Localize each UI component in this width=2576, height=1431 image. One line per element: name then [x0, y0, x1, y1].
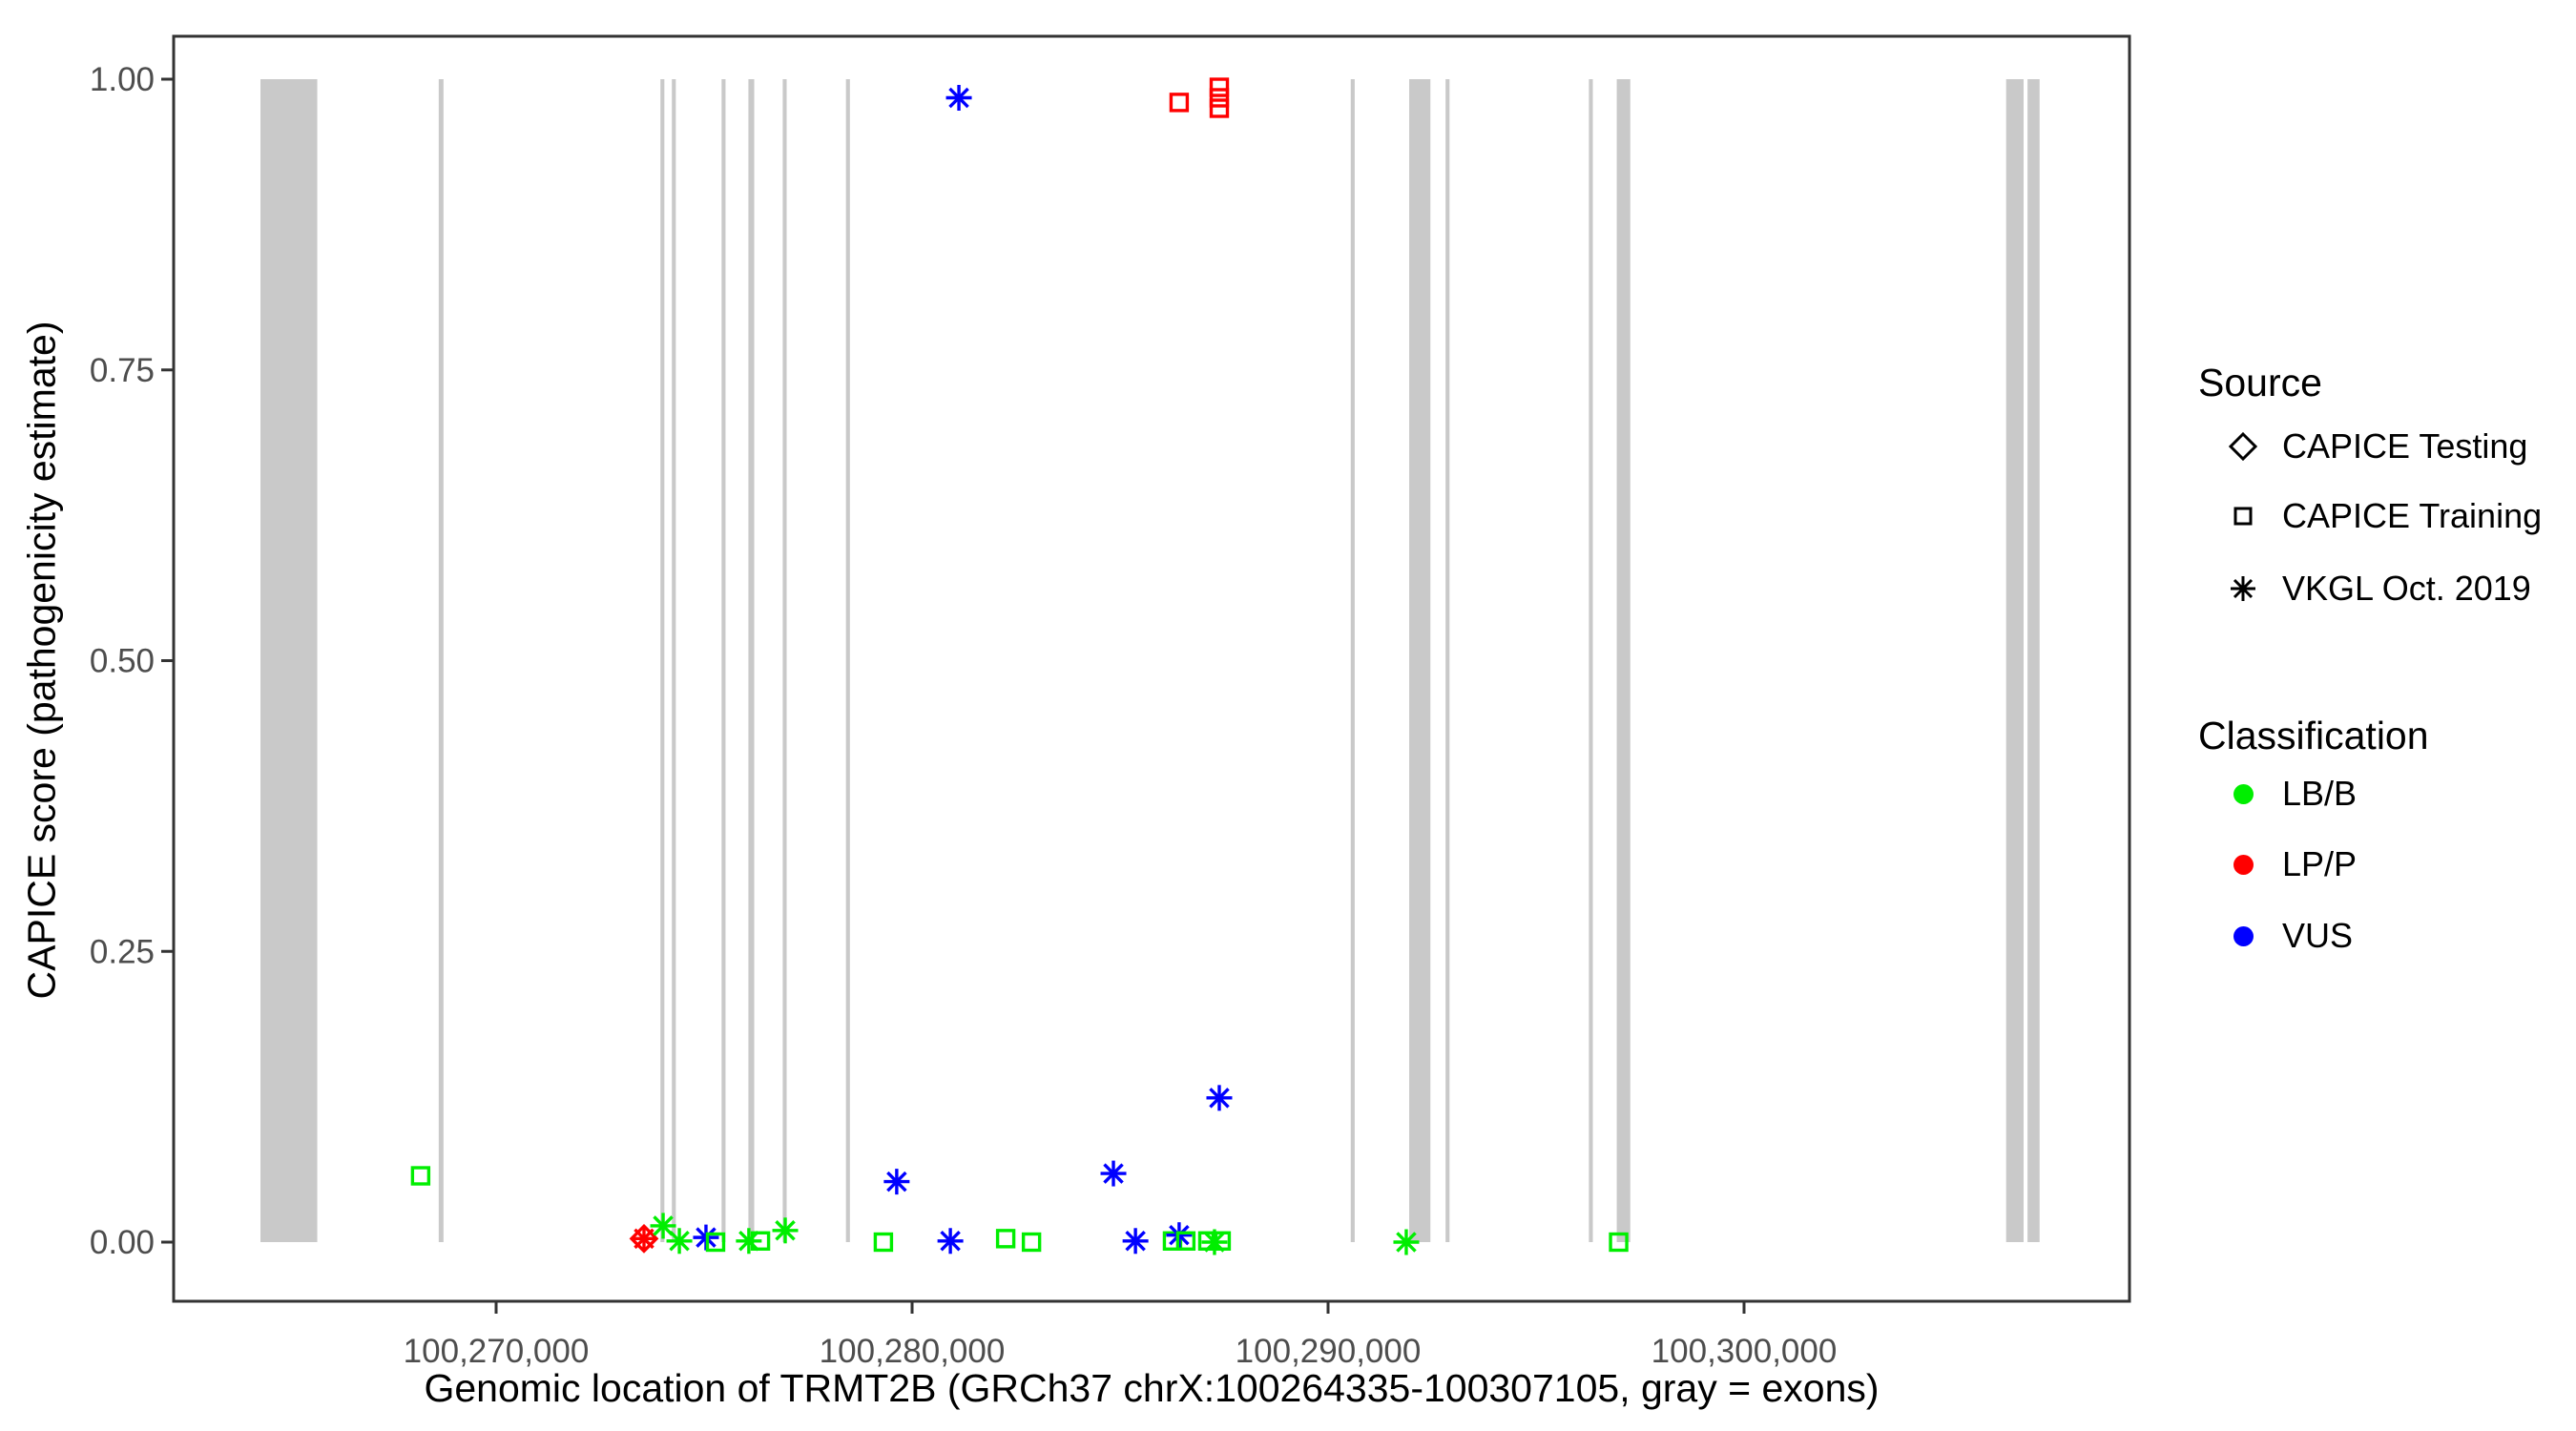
panel-border	[172, 34, 2131, 1303]
asterisk-icon	[2219, 568, 2267, 610]
exon-bar	[782, 79, 787, 1242]
data-point-asterisk	[1206, 1085, 1233, 1111]
data-point-square	[1209, 88, 1230, 108]
data-point-square	[1021, 1232, 1042, 1253]
data-point-asterisk	[1122, 1228, 1149, 1255]
exon-bar	[721, 79, 726, 1242]
legend-item-label: VKGL Oct. 2019	[2282, 569, 2531, 608]
exon-bar	[672, 79, 676, 1242]
legend-classification-title: Classification	[2198, 714, 2429, 757]
legend-item-label: LB/B	[2282, 774, 2358, 813]
legend-item-lbb: LB/B	[2219, 773, 2357, 815]
red-dot-icon	[2219, 843, 2267, 885]
data-point-asterisk	[736, 1228, 762, 1255]
data-point-square	[873, 1232, 894, 1253]
legend-item-capice-testing: CAPICE Testing	[2219, 425, 2527, 467]
data-point-square	[410, 1166, 431, 1186]
legend-item-vus: VUS	[2219, 915, 2353, 957]
data-point-square	[1175, 1231, 1196, 1251]
data-point-asterisk	[1100, 1160, 1127, 1187]
legend-item-label: CAPICE Testing	[2282, 426, 2528, 466]
data-point-asterisk	[1393, 1229, 1420, 1255]
data-point-asterisk	[666, 1228, 693, 1255]
legend-item-label: LP/P	[2282, 844, 2358, 883]
green-dot-icon	[2219, 773, 2267, 815]
exon-bar	[1350, 79, 1355, 1242]
x-tick-label: 100,290,000	[1236, 1333, 1422, 1370]
y-tick-label: 0.75	[90, 352, 155, 389]
x-axis-title: Genomic location of TRMT2B (GRCh37 chrX:…	[424, 1366, 1880, 1410]
data-point-square	[750, 1231, 771, 1251]
exon-bar	[1445, 79, 1450, 1242]
exon-bar	[845, 79, 850, 1242]
data-point-asterisk	[937, 1228, 964, 1255]
exon-bar	[1589, 79, 1593, 1242]
legend-item-vkgl: VKGL Oct. 2019	[2219, 568, 2531, 610]
x-tick-label: 100,300,000	[1652, 1333, 1838, 1370]
y-tick-label: 0.25	[90, 933, 155, 970]
data-point-square	[1609, 1232, 1629, 1253]
exon-bar	[2005, 79, 2024, 1242]
y-tick-label: 0.50	[90, 643, 155, 680]
exon-bar	[1409, 79, 1431, 1242]
exon-bar	[660, 79, 665, 1242]
exon-bar	[2027, 79, 2040, 1242]
diamond-icon	[2219, 425, 2267, 467]
data-point-asterisk	[883, 1169, 910, 1195]
data-point-asterisk	[945, 85, 972, 112]
legend-item-label: CAPICE Training	[2282, 496, 2543, 535]
exon-bar	[438, 79, 444, 1242]
y-tick-label: 1.00	[90, 61, 155, 98]
data-point-square	[705, 1232, 726, 1253]
square-icon	[2219, 495, 2267, 537]
x-tick-label: 100,280,000	[820, 1333, 1006, 1370]
legend-item-lpp: LP/P	[2219, 843, 2357, 885]
blue-dot-icon	[2219, 915, 2267, 957]
data-point-asterisk	[631, 1225, 657, 1252]
exon-bar	[1616, 79, 1631, 1242]
data-point-square	[1209, 77, 1230, 97]
data-point-square	[1209, 98, 1230, 118]
exon-bar	[748, 79, 755, 1242]
data-point-square	[1211, 1231, 1232, 1251]
data-point-asterisk	[772, 1217, 799, 1244]
data-point-asterisk	[650, 1213, 676, 1239]
exon-bar	[260, 79, 318, 1242]
data-point-square	[995, 1229, 1016, 1249]
y-tick-label: 0.00	[90, 1224, 155, 1261]
legend-item-capice-training: CAPICE Training	[2219, 495, 2542, 537]
legend-source-title: Source	[2198, 361, 2322, 404]
data-point-square	[1169, 93, 1190, 113]
legend-item-label: VUS	[2282, 916, 2354, 955]
y-axis-title: CAPICE score (pathogenicity estimate)	[19, 321, 64, 1000]
x-tick-label: 100,270,000	[404, 1333, 590, 1370]
